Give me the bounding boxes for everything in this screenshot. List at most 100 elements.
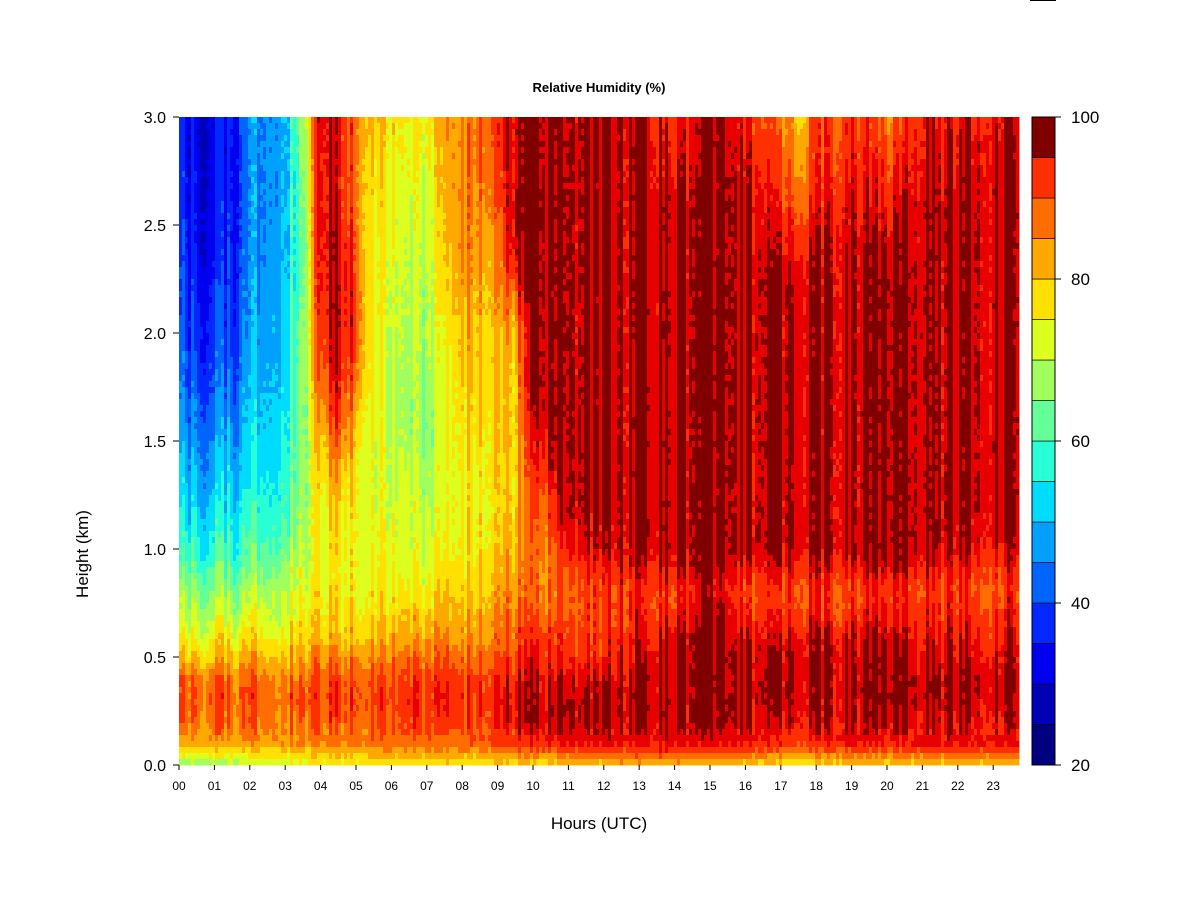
heatmap-cell	[215, 711, 219, 718]
heatmap-cell	[188, 273, 192, 280]
heatmap-cell	[230, 321, 234, 328]
heatmap-cell	[200, 669, 204, 676]
heatmap-cell	[233, 153, 237, 160]
heatmap-cell	[278, 381, 282, 388]
heatmap-cell	[227, 405, 231, 412]
heatmap-cell	[233, 261, 237, 268]
heatmap-cell	[188, 489, 192, 496]
heatmap-cell	[206, 663, 210, 670]
heatmap-cell	[299, 357, 303, 364]
heatmap-cell	[314, 327, 318, 334]
heatmap-cell	[281, 141, 285, 148]
heatmap-cell	[209, 639, 213, 646]
heatmap-cell	[179, 315, 183, 322]
heatmap-cell	[215, 297, 219, 304]
heatmap-cell	[278, 345, 282, 352]
heatmap-cell	[191, 441, 195, 448]
heatmap-cell	[212, 453, 216, 460]
heatmap-cell	[281, 591, 285, 598]
heatmap-cell	[302, 567, 306, 574]
heatmap-cell	[179, 201, 183, 208]
heatmap-cell	[245, 639, 249, 646]
heatmap-cell	[188, 399, 192, 406]
heatmap-cell	[209, 327, 213, 334]
heatmap-cell	[203, 153, 207, 160]
heatmap-cell	[245, 627, 249, 634]
heatmap-cell	[221, 243, 225, 250]
heatmap-cell	[218, 363, 222, 370]
heatmap-cell	[236, 513, 240, 520]
heatmap-cell	[221, 165, 225, 172]
heatmap-cell	[191, 183, 195, 190]
heatmap-cell	[233, 381, 237, 388]
heatmap-cell	[293, 135, 297, 142]
heatmap-cell	[188, 285, 192, 292]
heatmap-cell	[230, 573, 234, 580]
heatmap-cell	[221, 435, 225, 442]
heatmap-cell	[185, 261, 189, 268]
heatmap-cell	[308, 699, 312, 706]
heatmap-cell	[290, 507, 294, 514]
heatmap-cell	[281, 603, 285, 610]
heatmap-cell	[188, 723, 192, 730]
heatmap-cell	[296, 699, 300, 706]
heatmap-cell	[314, 255, 318, 262]
heatmap-cell	[266, 759, 270, 766]
heatmap-cell	[281, 213, 285, 220]
heatmap-cell	[296, 561, 300, 568]
heatmap-cell	[275, 285, 279, 292]
heatmap-cell	[236, 699, 240, 706]
heatmap-cell	[305, 381, 309, 388]
heatmap-cell	[248, 663, 252, 670]
heatmap-cell	[242, 303, 246, 310]
heatmap-cell	[212, 675, 216, 682]
heatmap-cell	[191, 711, 195, 718]
heatmap-cell	[263, 165, 267, 172]
heatmap-cell	[248, 555, 252, 562]
heatmap-cell	[311, 495, 315, 502]
heatmap-cell	[290, 681, 294, 688]
heatmap-cell	[251, 417, 255, 424]
heatmap-cell	[206, 231, 210, 238]
heatmap-cell	[296, 483, 300, 490]
heatmap-cell	[236, 417, 240, 424]
heatmap-cell	[293, 177, 297, 184]
heatmap-cell	[230, 189, 234, 196]
heatmap-cell	[257, 507, 261, 514]
heatmap-cell	[281, 369, 285, 376]
heatmap-cell	[221, 627, 225, 634]
heatmap-cell	[200, 267, 204, 274]
heatmap-cell	[248, 621, 252, 628]
heatmap-cell	[212, 681, 216, 688]
heatmap-cell	[314, 549, 318, 556]
heatmap-cell	[248, 207, 252, 214]
heatmap-cell	[212, 645, 216, 652]
heatmap-cell	[305, 135, 309, 142]
heatmap-cell	[284, 639, 288, 646]
heatmap-cell	[263, 387, 267, 394]
heatmap-cell	[293, 555, 297, 562]
heatmap-cell	[281, 657, 285, 664]
heatmap-cell	[314, 237, 318, 244]
heatmap-cell	[254, 669, 258, 676]
heatmap-cell	[197, 423, 201, 430]
heatmap-cell	[260, 435, 264, 442]
heatmap-cell	[260, 423, 264, 430]
heatmap-cell	[293, 405, 297, 412]
heatmap-cell	[308, 603, 312, 610]
heatmap-cell	[197, 465, 201, 472]
heatmap-cell	[194, 495, 198, 502]
heatmap-cell	[290, 741, 294, 748]
heatmap-cell	[305, 429, 309, 436]
heatmap-cell	[293, 165, 297, 172]
heatmap-cell	[269, 495, 273, 502]
heatmap-cell	[311, 387, 315, 394]
heatmap-cell	[239, 675, 243, 682]
heatmap-cell	[221, 525, 225, 532]
heatmap-cell	[287, 615, 291, 622]
heatmap-cell	[227, 423, 231, 430]
heatmap-cell	[218, 267, 222, 274]
heatmap-cell	[239, 627, 243, 634]
heatmap-cell	[260, 237, 264, 244]
heatmap-cell	[242, 327, 246, 334]
